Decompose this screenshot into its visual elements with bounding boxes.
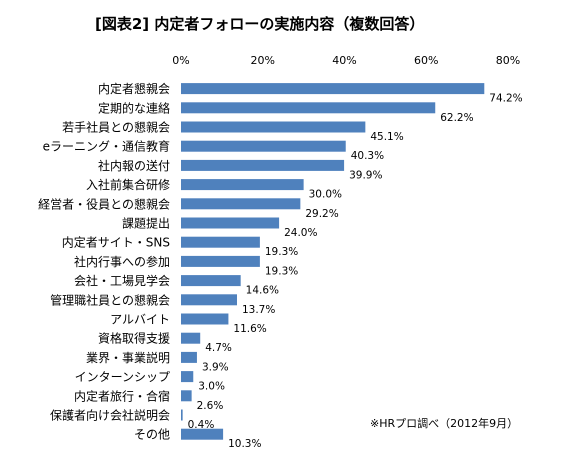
value-label: 19.3% [265, 265, 298, 277]
bar [181, 371, 194, 383]
bar [181, 275, 241, 287]
category-label: 保護者向け会社説明会 [50, 408, 170, 423]
bars [181, 83, 485, 440]
x-tick-label: 80% [496, 54, 520, 67]
category-label: 内定者旅行・合宿 [74, 388, 170, 403]
category-label: 経営者・役員との懇親会 [38, 196, 170, 211]
value-label: 29.2% [305, 208, 338, 220]
category-label: 資格取得支援 [98, 331, 170, 346]
category-label: 課題提出 [122, 216, 170, 231]
bar [181, 102, 436, 114]
bar [181, 409, 183, 421]
category-label: 社内報の送付 [98, 158, 170, 173]
category-label: インターンシップ [75, 370, 170, 384]
category-label: アルバイト [110, 313, 170, 327]
bar [181, 179, 304, 191]
bar [181, 83, 485, 95]
value-labels: 74.2% 62.2% 45.1% 40.3% 39.9% 30.0% 29.2% 24.0%… [188, 93, 523, 451]
bar [181, 428, 224, 440]
value-label: 13.7% [242, 304, 275, 316]
value-label: 74.2% [489, 93, 522, 105]
source-note: ※HRプロ調べ（2012年9月） [370, 416, 518, 430]
bar [181, 390, 192, 402]
category-label: 社内行事への参加 [74, 254, 170, 269]
category-label: 定期的な連絡 [98, 100, 170, 115]
bar [181, 159, 345, 171]
value-label: 19.3% [265, 246, 298, 258]
value-label: 0.4% [188, 419, 215, 431]
chart-title: [図表2] 内定者フォローの実施内容（複数回答） [95, 15, 424, 33]
x-tick-label: 20% [251, 54, 275, 67]
value-label: 3.9% [202, 361, 229, 373]
value-label: 39.9% [349, 169, 382, 181]
bar [181, 217, 280, 229]
bar [181, 121, 366, 133]
category-label: 内定者サイト・SNS [62, 235, 170, 250]
bar [181, 313, 229, 325]
value-label: 62.2% [440, 112, 473, 124]
category-label: その他 [134, 428, 170, 442]
category-label: 内定者懇親会 [98, 81, 170, 96]
category-label: eラーニング・通信教育 [43, 139, 170, 154]
x-tick-label: 0% [172, 54, 189, 67]
bar [181, 255, 260, 267]
value-label: 30.0% [309, 189, 342, 201]
x-tick-label: 60% [414, 54, 438, 67]
bar [181, 351, 197, 363]
bar [181, 140, 346, 152]
value-label: 40.3% [351, 150, 384, 162]
category-label: 業界・事業説明 [86, 350, 170, 365]
value-label: 10.3% [228, 438, 261, 450]
bar [181, 198, 301, 210]
category-label: 管理職社員との懇親会 [50, 292, 170, 307]
value-label: 2.6% [197, 400, 224, 412]
bar [181, 236, 260, 248]
value-label: 14.6% [246, 285, 279, 297]
bar [181, 294, 237, 306]
category-label: 若手社員との懇親会 [62, 120, 170, 135]
value-label: 45.1% [370, 131, 403, 143]
category-label: 入社前集合研修 [86, 177, 170, 192]
value-label: 11.6% [233, 323, 266, 335]
x-tick-label: 40% [332, 54, 356, 67]
bar [181, 332, 201, 344]
value-label: 4.7% [205, 342, 232, 354]
value-label: 3.0% [198, 381, 225, 393]
value-label: 24.0% [284, 227, 317, 239]
x-axis-ticks: 0% 20% 40% 60% 80% [172, 54, 520, 67]
category-label: 会社・工場見学会 [74, 273, 170, 288]
